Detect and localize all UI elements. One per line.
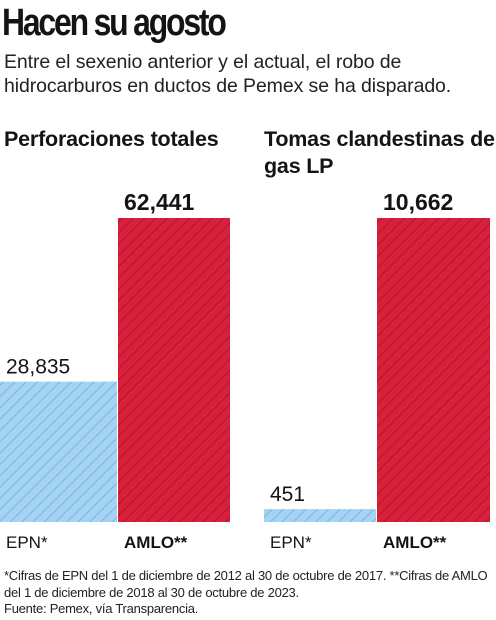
footnote: *Cifras de EPN del 1 de diciembre de 201…	[4, 568, 494, 618]
bar-tomas-amlo	[377, 218, 490, 522]
value-label-perforaciones-amlo: 62,441	[124, 189, 195, 215]
category-label-tomas-amlo: AMLO**	[383, 533, 447, 552]
value-label-perforaciones-epn: 28,835	[6, 356, 70, 379]
value-label-tomas-amlo: 10,662	[383, 189, 453, 215]
footnote-fuente: Fuente: Pemex, vía Transparencia.	[4, 601, 199, 616]
bar-perforaciones-amlo	[118, 218, 230, 522]
footnote-cifras: *Cifras de EPN del 1 de diciembre de 201…	[4, 568, 488, 600]
bar-tomas-epn	[264, 509, 376, 522]
panel-title-perforaciones: Perforaciones totales	[4, 127, 219, 151]
category-label-tomas-epn: EPN*	[270, 533, 312, 552]
chart-subtitle: Entre el sexenio anterior y el actual, e…	[4, 51, 452, 97]
bar-perforaciones-epn	[0, 381, 117, 522]
category-label-perforaciones-epn: EPN*	[6, 533, 48, 552]
chart-title: Hacen su agosto	[2, 2, 227, 44]
value-label-tomas-epn: 451	[270, 483, 305, 506]
panel-title-tomas-gas-lp: Tomas clandestinas de gas LP	[264, 127, 495, 178]
category-label-perforaciones-amlo: AMLO**	[124, 533, 188, 552]
